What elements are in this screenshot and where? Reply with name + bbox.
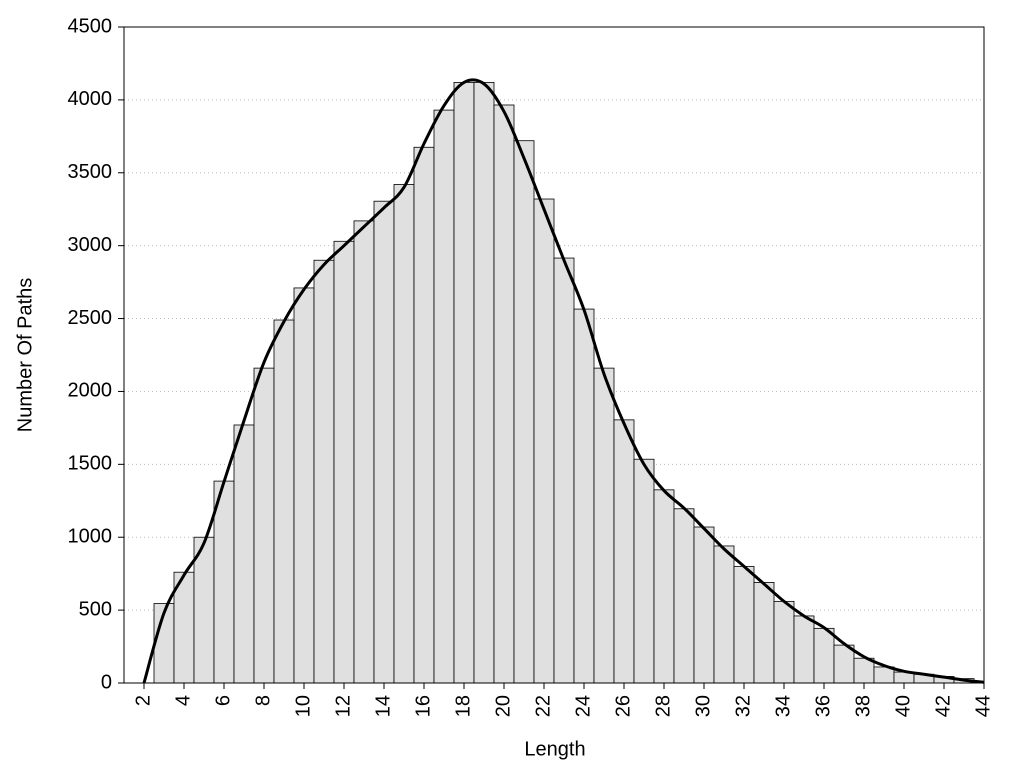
x-tick-label: 2: [132, 695, 154, 706]
x-tick-label: 18: [452, 695, 474, 717]
bar: [333, 240, 355, 684]
x-tick-label: 26: [612, 695, 634, 717]
x-tick-label: 42: [932, 695, 954, 717]
bar: [213, 480, 235, 684]
x-tick-label: 28: [652, 695, 674, 717]
bar: [653, 489, 675, 684]
x-tick-label: 10: [292, 695, 314, 717]
bar: [313, 259, 335, 684]
bar: [813, 627, 835, 684]
y-tick-label: 4500: [68, 15, 113, 37]
x-tick-label: 12: [332, 695, 354, 717]
bar: [613, 419, 635, 684]
x-tick-label: 38: [852, 695, 874, 717]
x-tick-label: 30: [692, 695, 714, 717]
bar: [633, 458, 655, 684]
bar: [453, 81, 475, 684]
y-tick-label: 0: [101, 671, 112, 693]
plot-frame: [123, 26, 985, 684]
y-tick-label: 4000: [68, 88, 113, 110]
x-tick-label: 8: [252, 695, 274, 706]
y-tick-label: 2500: [68, 307, 113, 329]
bar: [413, 146, 435, 684]
x-tick-label: 36: [812, 695, 834, 717]
y-tick-label: 3000: [68, 234, 113, 256]
y-tick-label: 1500: [68, 453, 113, 475]
bar: [393, 184, 415, 684]
y-tick-label: 2000: [68, 380, 113, 402]
bar: [233, 424, 255, 684]
bar: [513, 140, 535, 684]
bar: [733, 565, 755, 684]
bar: [373, 200, 395, 684]
bar: [553, 257, 575, 684]
bar: [573, 308, 595, 684]
x-tick-label: 40: [892, 695, 914, 717]
x-axis-label: Length: [524, 738, 585, 760]
bar: [433, 109, 455, 684]
x-tick-label: 32: [732, 695, 754, 717]
bar: [833, 644, 855, 684]
bar: [713, 545, 735, 684]
bar: [273, 319, 295, 684]
bar: [753, 582, 775, 684]
x-tick-label: 22: [532, 695, 554, 717]
bar: [193, 536, 215, 684]
x-tick-label: 16: [412, 695, 434, 717]
x-tick-label: 20: [492, 695, 514, 717]
bar: [593, 367, 615, 684]
x-tick-label: 24: [572, 695, 594, 717]
y-tick-label: 3500: [68, 161, 113, 183]
bar: [693, 526, 715, 684]
y-axis-label: Number Of Paths: [14, 278, 36, 433]
bar: [853, 657, 875, 684]
bar: [253, 367, 275, 684]
x-tick-label: 14: [372, 695, 394, 717]
bar: [473, 81, 495, 684]
y-tick-label: 500: [79, 598, 112, 620]
bar: [493, 104, 515, 684]
bar: [793, 615, 815, 684]
bar: [353, 220, 375, 684]
x-tick-label: 4: [172, 695, 194, 706]
bar: [293, 287, 315, 684]
y-tick-label: 1000: [68, 526, 113, 548]
x-tick-label: 6: [212, 695, 234, 706]
bar: [673, 508, 695, 684]
x-tick-label: 34: [772, 695, 794, 717]
curve: [142, 78, 985, 684]
bar: [773, 600, 795, 684]
bar: [533, 198, 555, 684]
x-tick-label: 44: [972, 695, 994, 717]
